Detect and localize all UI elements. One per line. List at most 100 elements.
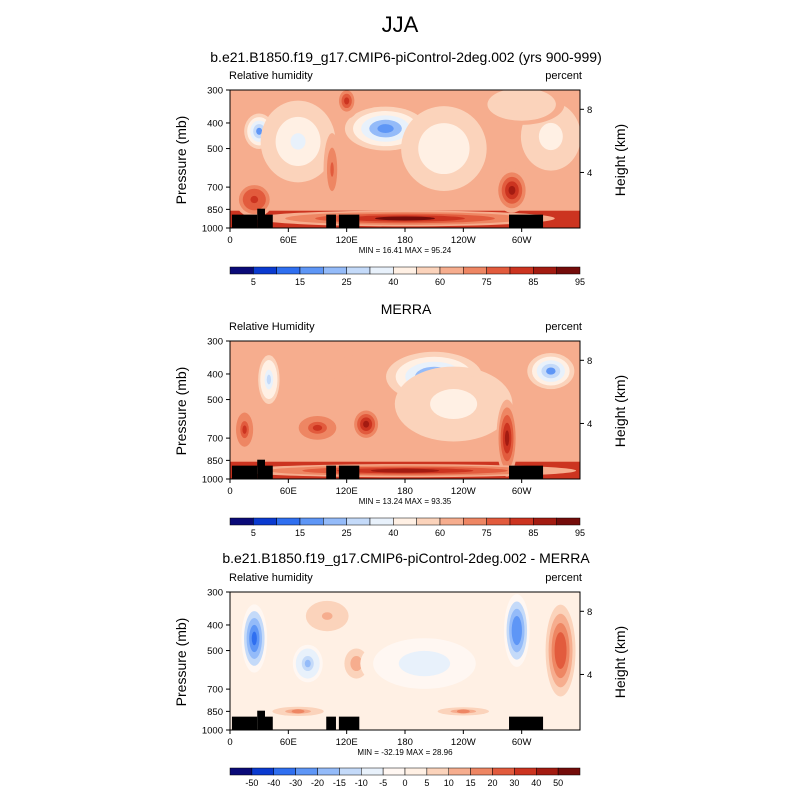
y-tick-label: 400: [207, 620, 223, 631]
colorbar-swatch: [439, 266, 464, 275]
colorbar-swatch: [514, 767, 537, 776]
colorbar-swatch: [369, 266, 394, 275]
colorbar-label: 5: [424, 778, 429, 788]
colorbar-2: 5 15 25 40 60 75 85 95: [229, 517, 585, 538]
colorbar-label: 60: [435, 528, 445, 538]
colorbar-label: 85: [528, 277, 538, 287]
y-tick-label: 850: [207, 707, 223, 718]
colorbar-label: 5: [251, 277, 256, 287]
x-tick-label: 120E: [336, 486, 358, 497]
field-contour: [377, 124, 394, 133]
colorbar-swatch: [509, 266, 534, 275]
x-tick-label: 120W: [451, 737, 476, 748]
colorbar-label: 15: [295, 528, 305, 538]
y-tick-label: 1000: [202, 726, 223, 737]
colorbar-label: -15: [333, 778, 346, 788]
panel-3-left-label: Relative humidity: [229, 572, 313, 584]
colorbar-swatch: [295, 767, 318, 776]
terrain-mask: [326, 716, 336, 730]
field-contour: [514, 623, 520, 638]
x-tick-label: 60W: [512, 235, 532, 246]
height-tick-label: 8: [587, 356, 592, 367]
colorbar-swatch: [229, 517, 254, 526]
panel-1-left-label: Relative humidity: [229, 70, 313, 82]
y-tick-label: 300: [207, 337, 223, 348]
colorbar-label: 75: [482, 277, 492, 287]
colorbar-swatch: [276, 266, 301, 275]
height-tick-label: 4: [587, 670, 592, 681]
field-contour: [441, 396, 466, 412]
colorbar-label: 60: [435, 277, 445, 287]
panel-3-right-label: percent: [545, 572, 582, 584]
figure-title: JJA: [381, 12, 419, 37]
colorbar-label: 95: [575, 277, 585, 287]
field-contour: [344, 97, 350, 105]
colorbar-swatch: [492, 767, 515, 776]
colorbar-swatch: [470, 767, 493, 776]
colorbar-swatch: [229, 767, 253, 776]
colorbar-label: 10: [444, 778, 454, 788]
colorbar-label: -5: [379, 778, 387, 788]
field-contour: [250, 195, 259, 204]
colorbar-3: -50 -40 -30 -20 -15 -10 -5 0 5 10 15 20 30 40 50: [229, 767, 581, 788]
colorbar-label: -20: [311, 778, 324, 788]
y-tick-label: 700: [207, 183, 223, 194]
terrain-mask: [509, 465, 544, 479]
colorbar-swatch: [276, 517, 301, 526]
x-tick-label: 0: [227, 486, 232, 497]
field-contour: [318, 353, 336, 364]
x-tick-label: 180: [397, 737, 413, 748]
colorbar-swatch: [382, 767, 406, 776]
x-tick-label: 180: [397, 486, 413, 497]
colorbar-label: 25: [342, 528, 352, 538]
colorbar-swatch: [416, 266, 441, 275]
x-tick-label: 120W: [451, 235, 476, 246]
field-contour: [290, 133, 306, 150]
colorbar-label: -40: [267, 778, 280, 788]
x-tick-label: 120E: [336, 737, 358, 748]
field-contour: [546, 367, 556, 375]
field-contour: [321, 612, 333, 620]
field-contour: [456, 709, 470, 714]
terrain-mask: [338, 716, 360, 730]
height-tick-label: 8: [587, 105, 592, 116]
x-tick-label: 60W: [512, 737, 532, 748]
field-contour: [557, 641, 564, 660]
terrain-mask: [231, 214, 258, 228]
field-contour: [544, 129, 557, 144]
x-tick-label: 60W: [512, 486, 532, 497]
colorbar-swatch: [323, 517, 347, 526]
colorbar-label: 15: [466, 778, 476, 788]
colorbar-swatch: [323, 266, 347, 275]
field-contour: [508, 185, 516, 195]
y-tick-label: 1000: [202, 475, 223, 486]
y-tick-label: 500: [207, 646, 223, 657]
colorbar-swatch: [317, 767, 340, 776]
colorbar-swatch: [404, 767, 428, 776]
colorbar-swatch: [556, 266, 581, 275]
colorbar-swatch: [369, 517, 394, 526]
field-contour: [504, 430, 510, 446]
terrain-mask: [265, 214, 273, 228]
panel-1-title: b.e21.B1850.f19_g17.CMIP6-piControl-2deg…: [210, 49, 602, 65]
colorbar-label: 75: [482, 528, 492, 538]
x-tick-label: 120W: [451, 486, 476, 497]
field-contour: [266, 374, 272, 385]
x-tick-label: 0: [227, 235, 232, 246]
colorbar-swatch: [536, 767, 559, 776]
colorbar-label: 5: [251, 528, 256, 538]
terrain-mask: [509, 716, 544, 730]
colorbar-label: -30: [289, 778, 302, 788]
y-tick-label: 850: [207, 456, 223, 467]
panel-2-left-label: Relative Humidity: [229, 321, 315, 333]
x-tick-label: 120E: [336, 235, 358, 246]
panel-3-title: b.e21.B1850.f19_g17.CMIP6-piControl-2deg…: [222, 550, 590, 566]
height-tick-label: 4: [587, 168, 592, 179]
colorbar-swatch: [346, 266, 371, 275]
y-tick-label: 300: [207, 86, 223, 97]
colorbar-swatch: [229, 266, 254, 275]
terrain-mask: [338, 465, 360, 479]
x-tick-label: 60E: [280, 737, 297, 748]
